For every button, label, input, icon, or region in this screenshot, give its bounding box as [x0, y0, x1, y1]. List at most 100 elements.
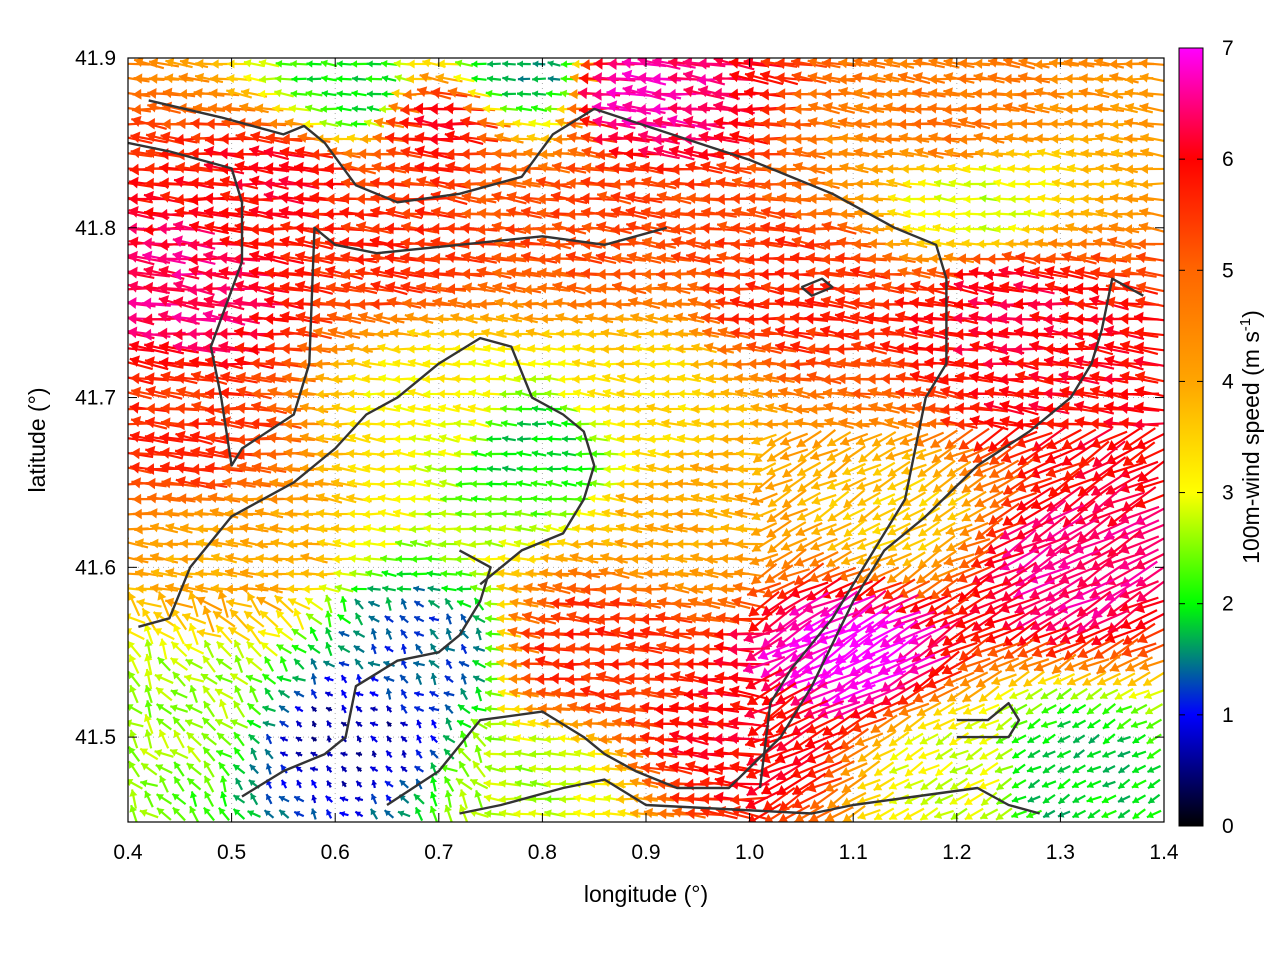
wind-arrow-head: [379, 105, 387, 114]
wind-arrow: [502, 75, 516, 83]
wind-arrow-head: [637, 58, 648, 68]
wind-arrow-head: [972, 118, 982, 130]
wind-arrow-head: [808, 101, 819, 113]
wind-arrow-head: [712, 87, 722, 100]
wind-arrow-head: [897, 103, 907, 115]
wind-arrow: [744, 70, 784, 86]
wind-arrow: [807, 117, 841, 129]
wind-arrow-head: [651, 72, 661, 85]
wind-arrow-head: [384, 132, 395, 144]
wind-arrow-head: [250, 131, 261, 143]
wind-arrow-head: [366, 60, 373, 68]
wind-arrow-head: [116, 147, 126, 158]
wind-arrow-head: [272, 104, 280, 114]
wind-arrow: [321, 90, 337, 98]
wind-arrow-head: [682, 103, 692, 116]
wind-arrow-head: [607, 118, 617, 131]
wind-arrow-head: [1018, 118, 1028, 130]
wind-arrow: [852, 72, 886, 84]
wind-arrow-head: [745, 133, 755, 146]
wind-arrow-head: [118, 88, 128, 99]
wind-arrow-head: [972, 103, 982, 115]
wind-arrow-head: [297, 132, 308, 144]
wind-arrow-head: [1125, 102, 1135, 113]
wind-arrow-head: [1079, 118, 1088, 130]
wind-arrow: [235, 131, 273, 144]
wind-arrow-head: [622, 84, 633, 97]
wind-arrow-head: [365, 75, 373, 83]
wind-arrow: [460, 116, 498, 129]
wind-arrow-head: [988, 58, 998, 68]
wind-arrow-head: [776, 88, 786, 100]
wind-arrow-head: [898, 58, 908, 70]
wind-arrow: [130, 146, 168, 159]
wind-arrow-head: [243, 73, 252, 83]
wind-arrow-head: [115, 177, 125, 189]
wind-arrow-head: [958, 88, 968, 100]
wind-arrow-head: [853, 132, 864, 143]
wind-arrow: [164, 73, 194, 84]
wind-arrow-head: [146, 131, 157, 143]
wind-arrow-head: [320, 59, 328, 68]
wind-arrow-head: [1065, 133, 1074, 144]
wind-arrow-head: [204, 133, 215, 146]
wind-arrow-head: [453, 74, 462, 83]
wind-arrow-head: [274, 89, 282, 98]
wind-arrow-head: [195, 72, 205, 83]
wind-arrow-head: [116, 386, 126, 397]
wind-arrow-head: [190, 132, 201, 144]
wind-arrow-head: [174, 133, 185, 146]
wind-arrow: [988, 102, 1020, 114]
wind-arrow-head: [792, 103, 802, 115]
wind-arrow: [336, 90, 352, 98]
wind-arrow: [366, 60, 382, 68]
wind-arrow: [898, 87, 930, 98]
wind-arrow-head: [547, 60, 554, 68]
wind-arrow-head: [414, 131, 425, 144]
wind-arrow-head: [1124, 117, 1134, 128]
wind-arrow: [320, 105, 338, 113]
wind-arrow-head: [927, 117, 938, 128]
wind-arrow-head: [987, 72, 998, 84]
wind-arrow-head: [943, 87, 953, 98]
wind-arrow-head: [258, 59, 267, 68]
wind-arrow-head: [697, 58, 707, 70]
wind-arrow-head: [713, 116, 724, 129]
wind-arrow-head: [1124, 74, 1134, 85]
wind-arrow: [148, 58, 180, 69]
wind-arrow-head: [729, 130, 740, 143]
wind-arrow: [494, 132, 524, 144]
wind-arrow-head: [683, 115, 694, 128]
wind-arrow-head: [898, 132, 909, 143]
wind-arrow-head: [1004, 119, 1013, 130]
wind-arrow: [775, 58, 813, 70]
wind-arrow-head: [399, 132, 409, 145]
wind-arrow: [532, 60, 546, 68]
wind-arrow: [1094, 87, 1124, 99]
wind-arrow: [305, 89, 323, 98]
wind-arrow-head: [1123, 58, 1133, 70]
wind-arrow: [304, 104, 324, 113]
wind-arrow-head: [1080, 134, 1089, 145]
wind-arrow: [130, 131, 168, 144]
wind-arrow-head: [791, 58, 801, 69]
wind-arrow-head: [1124, 133, 1133, 144]
wind-arrow: [320, 59, 338, 68]
wind-arrow-head: [407, 59, 415, 69]
wind-arrow-head: [1018, 72, 1028, 83]
wind-arrow-head: [116, 403, 125, 415]
wind-arrow-head: [114, 326, 124, 338]
wind-arrow-head: [428, 118, 439, 131]
wind-arrow-head: [1049, 118, 1058, 129]
wind-arrow-head: [235, 131, 246, 143]
wind-arrow-head: [319, 119, 327, 128]
wind-arrow-head: [364, 119, 372, 128]
wind-arrow-head: [134, 58, 144, 68]
wind-arrow-head: [305, 89, 313, 98]
wind-arrow-head: [1064, 88, 1073, 99]
wind-arrow-head: [637, 85, 648, 98]
wind-arrow-head: [913, 133, 923, 145]
wind-arrow-head: [547, 75, 554, 83]
wind-arrow-head: [868, 118, 878, 129]
wind-arrow-head: [853, 58, 863, 68]
